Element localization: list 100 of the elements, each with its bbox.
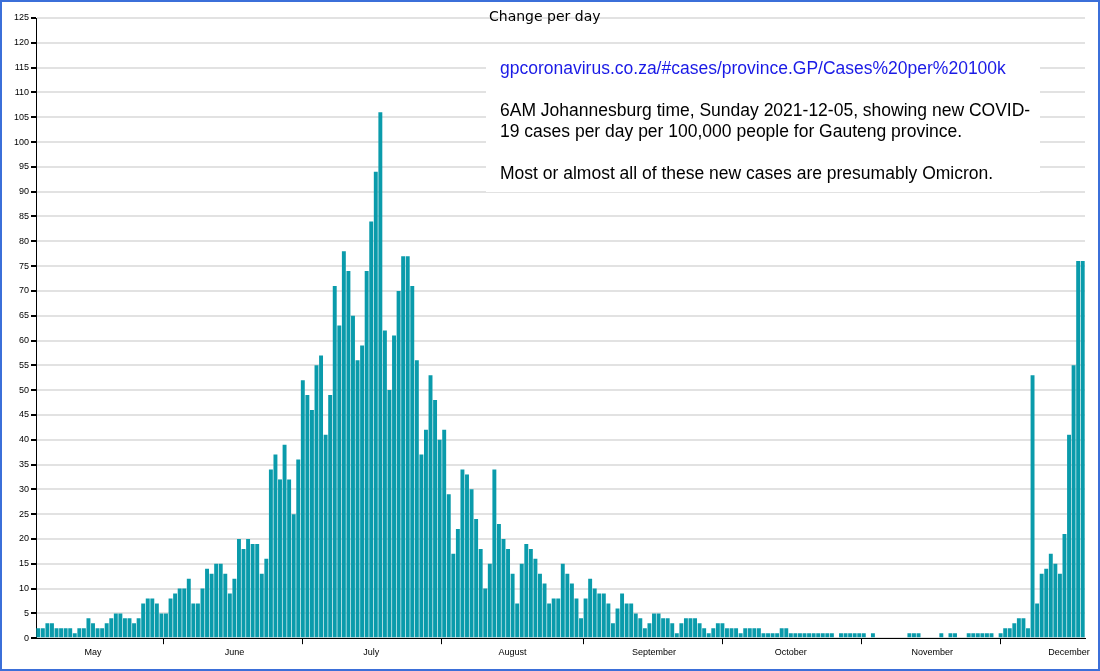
bar (588, 578, 593, 638)
bar (300, 380, 305, 638)
bar (282, 444, 287, 638)
bar (966, 633, 971, 638)
bar (36, 628, 41, 638)
bar (784, 628, 789, 638)
bar (656, 613, 661, 638)
bar (597, 593, 602, 638)
bar (975, 633, 980, 638)
bar (273, 454, 278, 638)
y-tick-label: 125 (13, 12, 29, 23)
bar (524, 543, 529, 638)
bar (250, 543, 255, 638)
bar (857, 633, 862, 638)
bar (378, 112, 383, 638)
bar (601, 593, 606, 638)
bar (820, 633, 825, 638)
bar (756, 628, 761, 638)
bar (811, 633, 816, 638)
bar (332, 285, 337, 638)
bar (492, 469, 497, 638)
x-tick-label: August (498, 647, 528, 658)
y-tick-label: 115 (14, 62, 29, 73)
bar (715, 623, 720, 638)
bar (168, 598, 173, 638)
bar (1048, 553, 1053, 638)
bar (401, 256, 406, 638)
y-tick-label: 25 (18, 508, 29, 519)
bar (141, 603, 146, 638)
bar (319, 355, 324, 638)
bar (1080, 261, 1085, 638)
bar (118, 613, 123, 638)
bar (1030, 375, 1035, 638)
annotation: Most or almost all of these new cases are presumably Omicron. (500, 163, 995, 184)
bar (1039, 573, 1044, 638)
y-tick-label: 35 (18, 459, 29, 470)
bar (747, 628, 752, 638)
bar (939, 633, 944, 638)
bar (460, 469, 465, 638)
y-tick-label: 45 (18, 409, 29, 420)
bar (560, 563, 565, 638)
y-tick-label: 110 (14, 86, 29, 97)
y-tick-label: 40 (18, 434, 29, 445)
bar (77, 628, 82, 638)
y-tick-label: 105 (13, 111, 29, 122)
annotation: gpcoronavirus.co.za/#cases/province.GP/Cases%20per%20100k (500, 58, 1007, 79)
bar (59, 628, 64, 638)
bar (214, 563, 219, 638)
bar (150, 598, 155, 638)
bar (45, 623, 50, 638)
bar (825, 633, 830, 638)
y-tick-label: 120 (13, 37, 29, 48)
bar (984, 633, 989, 638)
x-tick-label: November (911, 647, 953, 658)
bar (720, 623, 725, 638)
bar (405, 256, 410, 638)
bar (1003, 628, 1008, 638)
x-tick-label: December (1048, 647, 1090, 658)
bar (770, 633, 775, 638)
bar (173, 593, 178, 638)
y-tick-label: 20 (18, 533, 29, 544)
bar (683, 618, 688, 638)
annotation: 6AM Johannesburg time, Sunday 2021-12-05, showing new COVID-19 cases per day per 100,000 people for Gauteng province. (500, 100, 1032, 142)
x-tick-label: September (631, 647, 677, 658)
y-tick-label: 95 (18, 161, 29, 172)
y-tick-label: 65 (18, 310, 29, 321)
bar (797, 633, 802, 638)
y-tick-label: 60 (18, 334, 29, 345)
y-tick-label: 85 (18, 210, 29, 221)
bar (154, 603, 159, 638)
y-tick-label: 15 (18, 558, 29, 569)
bar (68, 628, 73, 638)
x-tick-label: July (363, 647, 380, 658)
y-tick-label: 75 (18, 260, 29, 271)
y-tick-label: 5 (23, 607, 29, 618)
bar (1076, 261, 1081, 638)
x-tick-label: October (774, 647, 807, 658)
bar (816, 633, 821, 638)
bar (1021, 618, 1026, 638)
bar (1016, 618, 1021, 638)
bar (177, 588, 182, 638)
bar (980, 633, 985, 638)
y-tick-label: 0 (23, 632, 29, 643)
bar (948, 633, 953, 638)
bar (852, 633, 857, 638)
bar (843, 633, 848, 638)
bar (145, 598, 150, 638)
bar (86, 618, 91, 638)
bar (528, 548, 533, 638)
bar (665, 618, 670, 638)
y-tick-label: 30 (18, 483, 29, 494)
x-tick-label: May (84, 647, 103, 658)
y-tick-label: 90 (18, 186, 29, 197)
bar (807, 633, 812, 638)
bar (218, 563, 223, 638)
bar (870, 633, 875, 638)
y-tick-label: 70 (18, 285, 29, 296)
y-tick-label: 100 (13, 136, 29, 147)
bar (848, 633, 853, 638)
bar (63, 628, 68, 638)
